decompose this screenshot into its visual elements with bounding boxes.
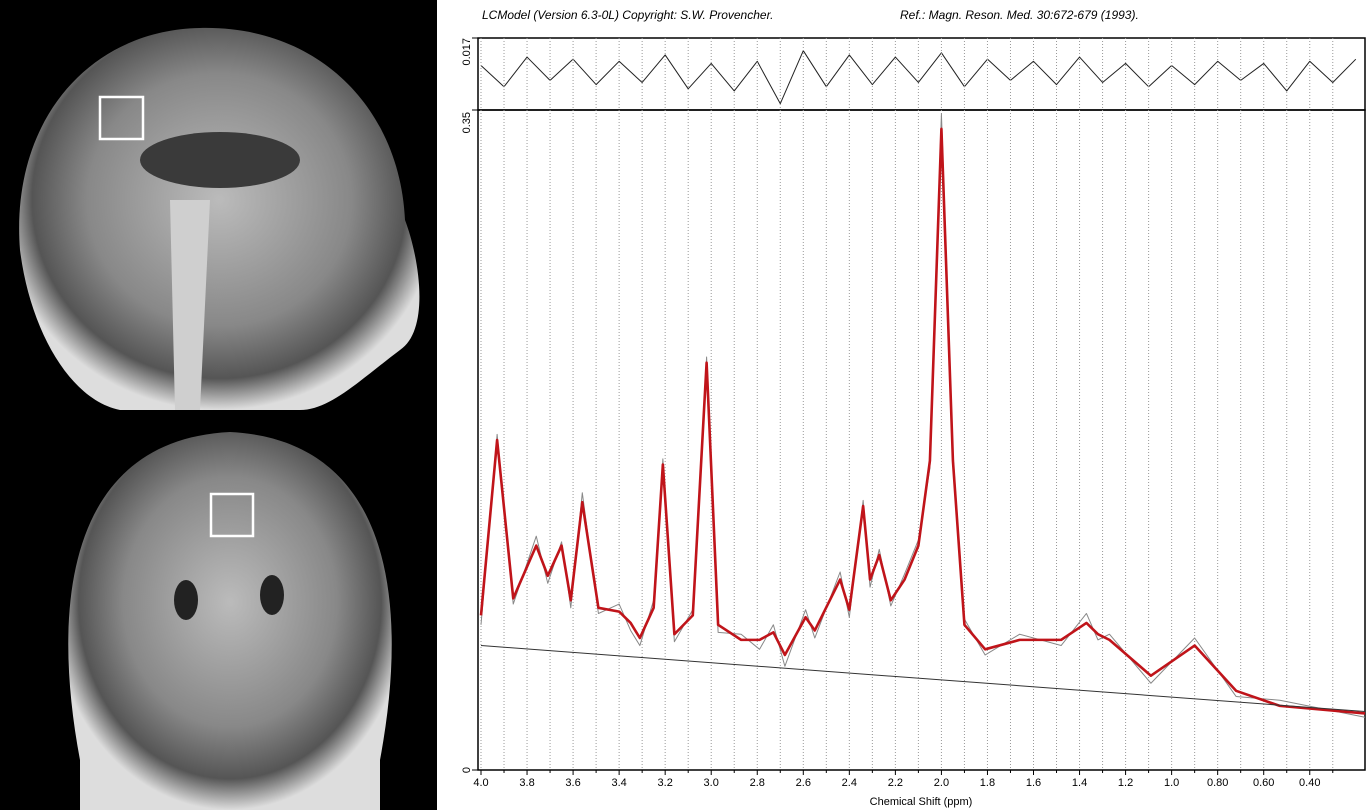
ventricle — [140, 132, 300, 188]
y-tick-label: 0.35 — [461, 112, 473, 133]
chart-title: LCModel (Version 6.3-0L) Copyright: S.W.… — [482, 8, 773, 22]
x-tick-label: 2.6 — [796, 777, 811, 789]
x-tick-label: 3.2 — [658, 777, 673, 789]
x-tick-label: 3.0 — [704, 777, 719, 789]
voxel-box — [209, 492, 255, 538]
series-line — [480, 113, 1366, 718]
x-tick-label: 2.8 — [750, 777, 765, 789]
series-line — [480, 645, 1366, 713]
x-tick-label: 1.8 — [980, 777, 995, 789]
x-tick-label: 2.2 — [888, 777, 903, 789]
x-tick-label: 1.6 — [1026, 777, 1041, 789]
brainstem — [170, 200, 210, 410]
voxel-box — [98, 95, 145, 141]
sagittal-head — [19, 27, 420, 411]
x-tick-label: 3.6 — [565, 777, 580, 789]
x-tick-label: 0.80 — [1207, 777, 1228, 789]
x-tick-label: 4.0 — [473, 777, 488, 789]
x-tick-label: 1.2 — [1118, 777, 1133, 789]
x-axis-label: Chemical Shift (ppm) — [870, 796, 973, 808]
ventricle-right — [260, 575, 284, 615]
x-tick-label: 0.60 — [1253, 777, 1274, 789]
ventricle-left — [174, 580, 198, 620]
x-tick-label: 1.0 — [1164, 777, 1179, 789]
series-line — [480, 50, 1357, 105]
x-tick-label: 2.4 — [842, 777, 857, 789]
coronal-head — [68, 432, 392, 810]
x-tick-label: 3.8 — [519, 777, 534, 789]
x-tick-label: 1.4 — [1072, 777, 1087, 789]
plot-frame — [477, 109, 1366, 771]
chart-subtitle: Ref.: Magn. Reson. Med. 30:672-679 (1993… — [900, 8, 1139, 22]
mri-images — [0, 0, 437, 810]
y-tick-label: 0.017 — [461, 38, 473, 66]
y-tick-label: 0 — [461, 767, 473, 773]
x-tick-label: 3.4 — [611, 777, 626, 789]
x-tick-label: 0.40 — [1299, 777, 1320, 789]
x-tick-label: 2.0 — [934, 777, 949, 789]
plot-frame — [477, 37, 1366, 111]
series-line — [479, 127, 1366, 715]
